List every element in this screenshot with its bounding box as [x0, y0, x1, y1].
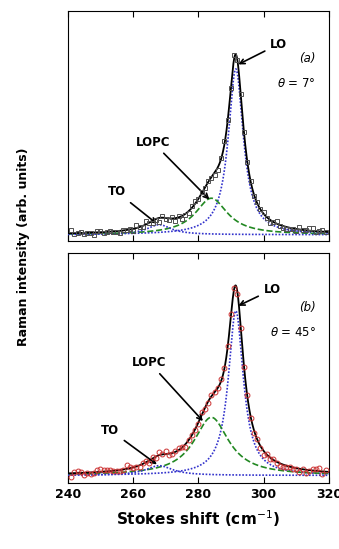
X-axis label: Stokes shift (cm$^{-1}$): Stokes shift (cm$^{-1}$) [116, 508, 280, 529]
Text: TO: TO [101, 424, 155, 463]
Text: $\theta$ = 45°: $\theta$ = 45° [270, 326, 316, 339]
Text: (b): (b) [299, 301, 316, 314]
Text: LOPC: LOPC [132, 356, 202, 419]
Text: Raman intensity (arb. units): Raman intensity (arb. units) [17, 148, 30, 346]
Text: $\theta$ = 7°: $\theta$ = 7° [277, 77, 316, 90]
Text: (a): (a) [299, 52, 316, 65]
Text: TO: TO [108, 185, 156, 223]
Text: LO: LO [240, 38, 287, 64]
Text: LOPC: LOPC [135, 136, 208, 198]
Text: LO: LO [240, 283, 281, 305]
